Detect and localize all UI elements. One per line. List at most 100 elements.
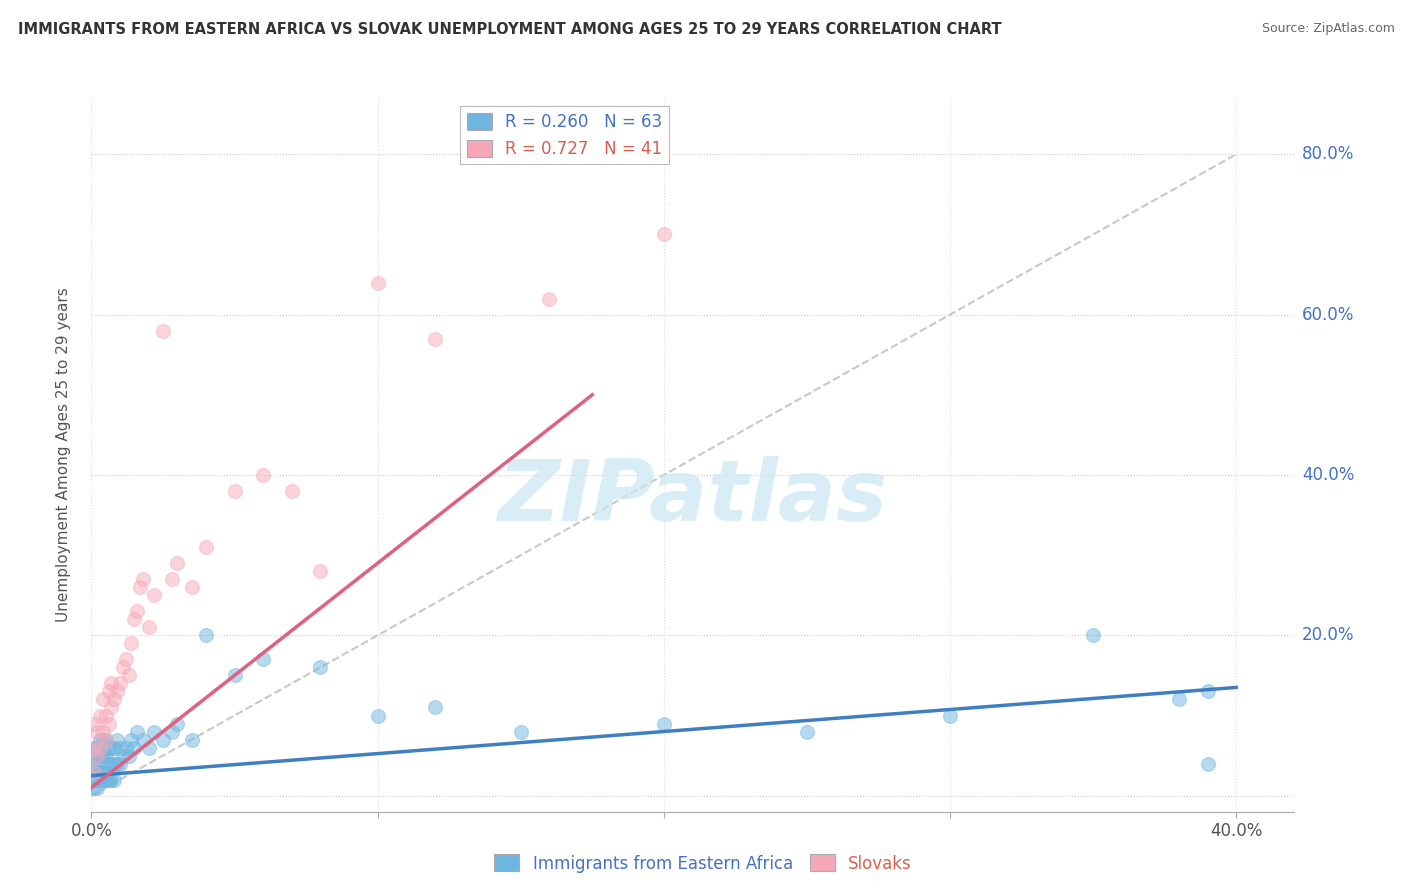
Text: Source: ZipAtlas.com: Source: ZipAtlas.com: [1261, 22, 1395, 36]
Point: [100, 700, 122, 714]
Point: [91, 724, 114, 739]
Point: [108, 740, 131, 755]
Point: [91, 692, 114, 706]
Point: [1197, 756, 1219, 771]
Point: [367, 276, 389, 290]
Point: [89, 732, 111, 747]
Point: [89, 748, 111, 763]
Text: 20.0%: 20.0%: [1302, 626, 1354, 644]
Point: [108, 756, 131, 771]
Point: [252, 467, 274, 482]
Point: [100, 756, 122, 771]
Point: [121, 732, 143, 747]
Point: [224, 483, 246, 498]
Text: 40.0%: 40.0%: [1302, 466, 1354, 484]
Point: [160, 572, 183, 586]
Point: [103, 740, 125, 755]
Point: [86, 748, 108, 763]
Point: [796, 724, 818, 739]
Point: [94, 772, 117, 787]
Point: [103, 756, 125, 771]
Point: [97, 756, 120, 771]
Point: [652, 227, 675, 242]
Text: 80.0%: 80.0%: [1302, 145, 1354, 163]
Point: [97, 684, 120, 698]
Point: [86, 748, 108, 763]
Point: [86, 756, 108, 771]
Point: [124, 612, 146, 626]
Text: ZIPatlas: ZIPatlas: [498, 456, 887, 540]
Point: [103, 772, 125, 787]
Point: [100, 676, 122, 690]
Point: [194, 628, 217, 642]
Point: [1081, 628, 1104, 642]
Point: [94, 764, 117, 779]
Point: [423, 332, 446, 346]
Point: [108, 676, 131, 690]
Point: [194, 540, 217, 554]
Point: [121, 636, 143, 650]
Point: [1197, 684, 1219, 698]
Point: [138, 620, 160, 634]
Point: [91, 772, 114, 787]
Point: [117, 748, 139, 763]
Point: [91, 748, 114, 763]
Point: [100, 772, 122, 787]
Point: [83, 740, 105, 755]
Point: [132, 732, 155, 747]
Point: [1168, 692, 1191, 706]
Point: [83, 716, 105, 731]
Point: [83, 772, 105, 787]
Point: [152, 732, 174, 747]
Point: [100, 740, 122, 755]
Point: [111, 660, 134, 674]
Point: [94, 732, 117, 747]
Point: [97, 772, 120, 787]
Point: [143, 588, 166, 602]
Point: [127, 604, 149, 618]
Point: [538, 292, 561, 306]
Point: [117, 668, 139, 682]
Point: [160, 724, 183, 739]
Point: [224, 668, 246, 682]
Point: [166, 556, 188, 570]
Point: [152, 324, 174, 338]
Point: [105, 756, 128, 771]
Point: [114, 652, 136, 666]
Point: [105, 684, 128, 698]
Point: [94, 748, 117, 763]
Point: [86, 780, 108, 795]
Point: [83, 764, 105, 779]
Point: [309, 660, 332, 674]
Point: [124, 740, 146, 755]
Point: [86, 724, 108, 739]
Point: [509, 724, 531, 739]
Point: [89, 740, 111, 755]
Y-axis label: Unemployment Among Ages 25 to 29 years: Unemployment Among Ages 25 to 29 years: [56, 287, 70, 623]
Text: IMMIGRANTS FROM EASTERN AFRICA VS SLOVAK UNEMPLOYMENT AMONG AGES 25 TO 29 YEARS : IMMIGRANTS FROM EASTERN AFRICA VS SLOVAK…: [18, 22, 1002, 37]
Point: [83, 764, 105, 779]
Point: [252, 652, 274, 666]
Point: [86, 764, 108, 779]
Point: [83, 780, 105, 795]
Point: [111, 748, 134, 763]
Point: [89, 764, 111, 779]
Point: [309, 564, 332, 578]
Point: [83, 740, 105, 755]
Point: [94, 708, 117, 723]
Text: 60.0%: 60.0%: [1302, 306, 1354, 324]
Point: [939, 708, 962, 723]
Point: [180, 580, 202, 594]
Point: [138, 740, 160, 755]
Point: [132, 572, 155, 586]
Point: [86, 740, 108, 755]
Point: [367, 708, 389, 723]
Point: [91, 732, 114, 747]
Point: [127, 724, 149, 739]
Point: [89, 708, 111, 723]
Point: [180, 732, 202, 747]
Legend: Immigrants from Eastern Africa, Slovaks: Immigrants from Eastern Africa, Slovaks: [488, 847, 918, 880]
Point: [83, 756, 105, 771]
Point: [129, 580, 152, 594]
Point: [143, 724, 166, 739]
